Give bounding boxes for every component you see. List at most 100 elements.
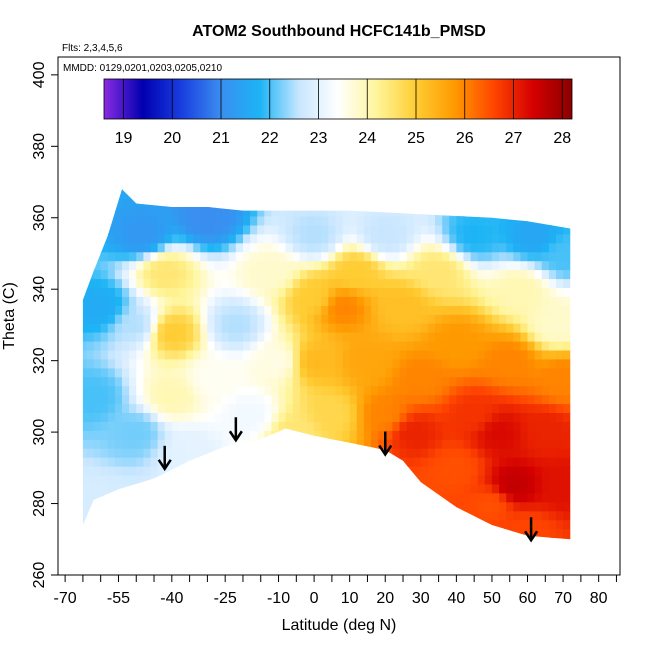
heatmap-cell: [427, 198, 436, 208]
heatmap-cell: [499, 394, 507, 405]
heatmap-cell: [392, 323, 401, 333]
heatmap-cell: [413, 385, 422, 396]
heatmap-cell: [136, 332, 144, 342]
heatmap-cell: [186, 269, 194, 280]
heatmap-cell: [100, 519, 109, 530]
heatmap-cell: [314, 448, 322, 458]
heatmap-cell: [548, 216, 557, 226]
heatmap-cell: [541, 314, 550, 324]
heatmap-cell: [371, 332, 379, 342]
heatmap-cell: [292, 376, 301, 387]
heatmap-cell: [164, 269, 173, 280]
heatmap-cell: [378, 367, 386, 378]
heatmap-cell: [385, 457, 393, 467]
heatmap-cell: [534, 466, 543, 476]
heatmap-cell: [285, 430, 294, 440]
heatmap-cell: [200, 207, 208, 217]
heatmap-cell: [178, 448, 187, 458]
heatmap-cell: [193, 278, 201, 288]
heatmap-cell: [413, 341, 422, 351]
heatmap-cell: [556, 421, 564, 431]
heatmap-cell: [86, 501, 95, 512]
heatmap-cell: [484, 189, 493, 190]
heatmap-cell: [371, 483, 379, 494]
heatmap-cell: [392, 189, 401, 190]
heatmap-cell: [435, 421, 443, 431]
heatmap-cell: [271, 439, 280, 449]
heatmap-cell: [456, 216, 465, 226]
heatmap-cell: [292, 501, 301, 512]
heatmap-cell: [548, 403, 557, 413]
heatmap-cell: [264, 305, 272, 315]
heatmap-cell: [250, 341, 258, 351]
heatmap-cell: [150, 207, 159, 217]
heatmap-cell: [122, 475, 130, 485]
heatmap-cell: [420, 483, 429, 494]
heatmap-cell: [257, 260, 265, 271]
heatmap-cell: [186, 475, 194, 485]
heatmap-cell: [534, 430, 543, 440]
heatmap-cell: [129, 483, 137, 494]
heatmap-cell: [435, 314, 443, 324]
heatmap-cell: [271, 251, 280, 262]
heatmap-cell: [136, 251, 144, 262]
heatmap-cell: [299, 501, 308, 512]
heatmap-cell: [114, 189, 123, 190]
heatmap-cell: [363, 305, 372, 315]
heatmap-cell: [477, 403, 486, 413]
heatmap-cell: [413, 501, 422, 512]
heatmap-cell: [299, 492, 308, 503]
heatmap-cell: [235, 198, 244, 208]
heatmap-cell: [257, 430, 265, 440]
heatmap-cell: [214, 207, 223, 217]
heatmap-cell: [235, 189, 244, 199]
heatmap-cell: [470, 510, 479, 521]
heatmap-cell: [314, 528, 322, 539]
heatmap-cell: [243, 430, 251, 440]
heatmap-cell: [477, 430, 486, 440]
heatmap-cell: [456, 519, 465, 530]
y-tick-label: 320: [31, 347, 48, 374]
heatmap-cell: [314, 501, 322, 512]
heatmap-cell: [100, 323, 109, 333]
heatmap-cell: [491, 207, 500, 217]
heatmap-cell: [477, 323, 486, 333]
heatmap-cell: [307, 260, 315, 271]
heatmap-cell: [342, 448, 351, 458]
heatmap-cell: [214, 394, 223, 405]
heatmap-cell: [449, 260, 457, 271]
heatmap-cell: [541, 269, 550, 280]
heatmap-cell: [186, 466, 194, 476]
heatmap-cell: [235, 341, 244, 351]
heatmap-cell: [299, 448, 308, 458]
heatmap-cell: [563, 224, 571, 235]
heatmap-cell: [171, 448, 180, 458]
heatmap-cell: [271, 269, 280, 280]
heatmap-cell: [413, 483, 422, 494]
heatmap-cell: [449, 251, 457, 262]
heatmap-cell: [484, 430, 493, 440]
heatmap-cell: [413, 537, 422, 540]
heatmap-cell: [335, 278, 344, 288]
heatmap-cell: [200, 269, 208, 280]
heatmap-cell: [456, 251, 465, 262]
heatmap-cell: [271, 189, 280, 199]
heatmap-cell: [399, 519, 408, 530]
heatmap-cell: [178, 224, 187, 235]
heatmap-cell: [82, 287, 87, 297]
heatmap-cell: [328, 287, 336, 297]
heatmap-cell: [556, 269, 564, 280]
heatmap-cell: [556, 537, 564, 540]
heatmap-cell: [392, 421, 401, 431]
heatmap-cell: [413, 242, 422, 253]
heatmap-cell: [406, 367, 415, 378]
heatmap-cell: [477, 314, 486, 324]
heatmap-cell: [470, 421, 479, 431]
heatmap-cell: [278, 358, 287, 369]
heatmap-cell: [136, 376, 144, 387]
heatmap-cell: [228, 341, 237, 351]
heatmap-cell: [250, 376, 258, 387]
heatmap-cell: [200, 492, 208, 503]
heatmap-cell: [299, 323, 308, 333]
heatmap-cell: [335, 349, 344, 360]
